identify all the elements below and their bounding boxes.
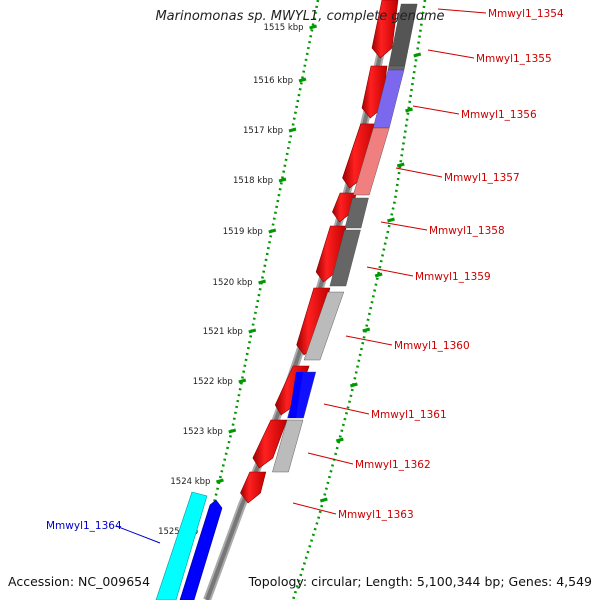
gene-label-mmwyl1_1356: Mmwyl1_1356 xyxy=(461,109,537,121)
gene-label-mmwyl1_1355: Mmwyl1_1355 xyxy=(476,53,552,65)
map-title: Marinomonas sp. MWYL1, complete genome xyxy=(155,9,445,24)
tick-mark xyxy=(248,328,257,334)
tick-label: 1523 kbp xyxy=(183,427,223,437)
leader-line xyxy=(292,502,337,515)
tick-label: 1515 kbp xyxy=(264,23,304,33)
tick-mark xyxy=(288,127,297,133)
tick-label: 1516 kbp xyxy=(253,76,293,86)
inner-tick-mark xyxy=(374,272,383,278)
gene-label-mmwyl1_1358: Mmwyl1_1358 xyxy=(429,225,505,237)
leader-line xyxy=(380,221,428,231)
gene-label-layer: Mmwyl1_1354 Mmwyl1_1355 Mmwyl1_1356 Mmwyl1_… xyxy=(46,8,564,544)
cds-arrow-9 xyxy=(252,419,288,469)
inner-tick-mark xyxy=(387,217,395,223)
cog-arc-mmwyl1_1358 xyxy=(344,197,369,229)
kbp-tick-layer: 1515 kbp 1516 kbp 1517 kbp 1518 kbp 1519 kbp… xyxy=(158,0,427,600)
tick-mark xyxy=(298,77,307,83)
cds-arrow-reverse xyxy=(179,499,223,600)
inner-tick-mark xyxy=(405,107,413,113)
tick-mark xyxy=(268,228,277,234)
inner-tick-mark xyxy=(396,162,405,168)
tick-mark xyxy=(228,428,237,434)
leader-line xyxy=(395,167,443,178)
tick-label: 1522 kbp xyxy=(193,377,233,387)
inner-tick-mark xyxy=(349,382,358,388)
cog-arc-mmwyl1_1359 xyxy=(329,229,361,287)
inner-tick-ring xyxy=(291,0,427,600)
cog-arc-mmwyl1_1357 xyxy=(352,127,390,196)
gene-label-mmwyl1_1357: Mmwyl1_1357 xyxy=(444,172,520,184)
tick-label: 1517 kbp xyxy=(243,126,283,136)
leader-line xyxy=(307,452,354,465)
gene-label-mmwyl1_1362: Mmwyl1_1362 xyxy=(355,459,431,471)
gene-label-mmwyl1_1363: Mmwyl1_1363 xyxy=(338,509,414,521)
tick-label: 1525 kbp xyxy=(158,527,198,537)
inner-tick-mark xyxy=(413,52,422,58)
gene-label-mmwyl1_1364: Mmwyl1_1364 xyxy=(46,520,122,532)
tick-label: 1524 kbp xyxy=(170,477,210,487)
tick-label: 1520 kbp xyxy=(213,278,253,288)
inner-tick-mark xyxy=(362,327,371,333)
cog-arc-mmwyl1_1362 xyxy=(272,419,304,473)
gene-label-mmwyl1_1360: Mmwyl1_1360 xyxy=(394,340,470,352)
gene-layer xyxy=(155,0,418,600)
accession-text: Accession: NC_009654 xyxy=(8,574,151,589)
tick-label: 1518 kbp xyxy=(233,176,273,186)
tick-mark xyxy=(216,478,224,484)
cds-arrow-1 xyxy=(371,0,399,59)
tick-label: 1519 kbp xyxy=(223,227,263,237)
gene-label-mmwyl1_1359: Mmwyl1_1359 xyxy=(415,271,491,283)
leader-line xyxy=(366,266,414,277)
cog-arc-mmwyl1_1360 xyxy=(303,291,345,361)
inner-tick-mark xyxy=(319,497,328,503)
leader-line xyxy=(412,105,460,115)
tick-mark xyxy=(278,177,287,183)
cds-arrow-5 xyxy=(332,192,357,223)
tick-mark xyxy=(258,279,267,285)
cds-arrow-10 xyxy=(240,471,267,504)
leader-line xyxy=(323,403,370,415)
inner-tick-mark xyxy=(335,437,344,443)
leader-line xyxy=(345,335,393,346)
gene-label-mmwyl1_1361: Mmwyl1_1361 xyxy=(371,409,447,421)
leader-line xyxy=(437,8,487,14)
cog-arc-mmwyl1_1364 xyxy=(155,491,208,600)
leader-line xyxy=(427,49,475,59)
tick-mark xyxy=(238,378,247,384)
cog-arc-mmwyl1_1355 xyxy=(387,65,406,71)
cds-arrow-6 xyxy=(315,225,347,283)
topology-text: Topology: circular; Length: 5,100,344 bp… xyxy=(248,574,592,589)
leader-line xyxy=(115,525,161,544)
cds-arrow-inner xyxy=(289,372,303,418)
gene-label-mmwyl1_1354: Mmwyl1_1354 xyxy=(488,8,564,20)
tick-label: 1521 kbp xyxy=(203,327,243,337)
tick-mark xyxy=(309,24,318,30)
